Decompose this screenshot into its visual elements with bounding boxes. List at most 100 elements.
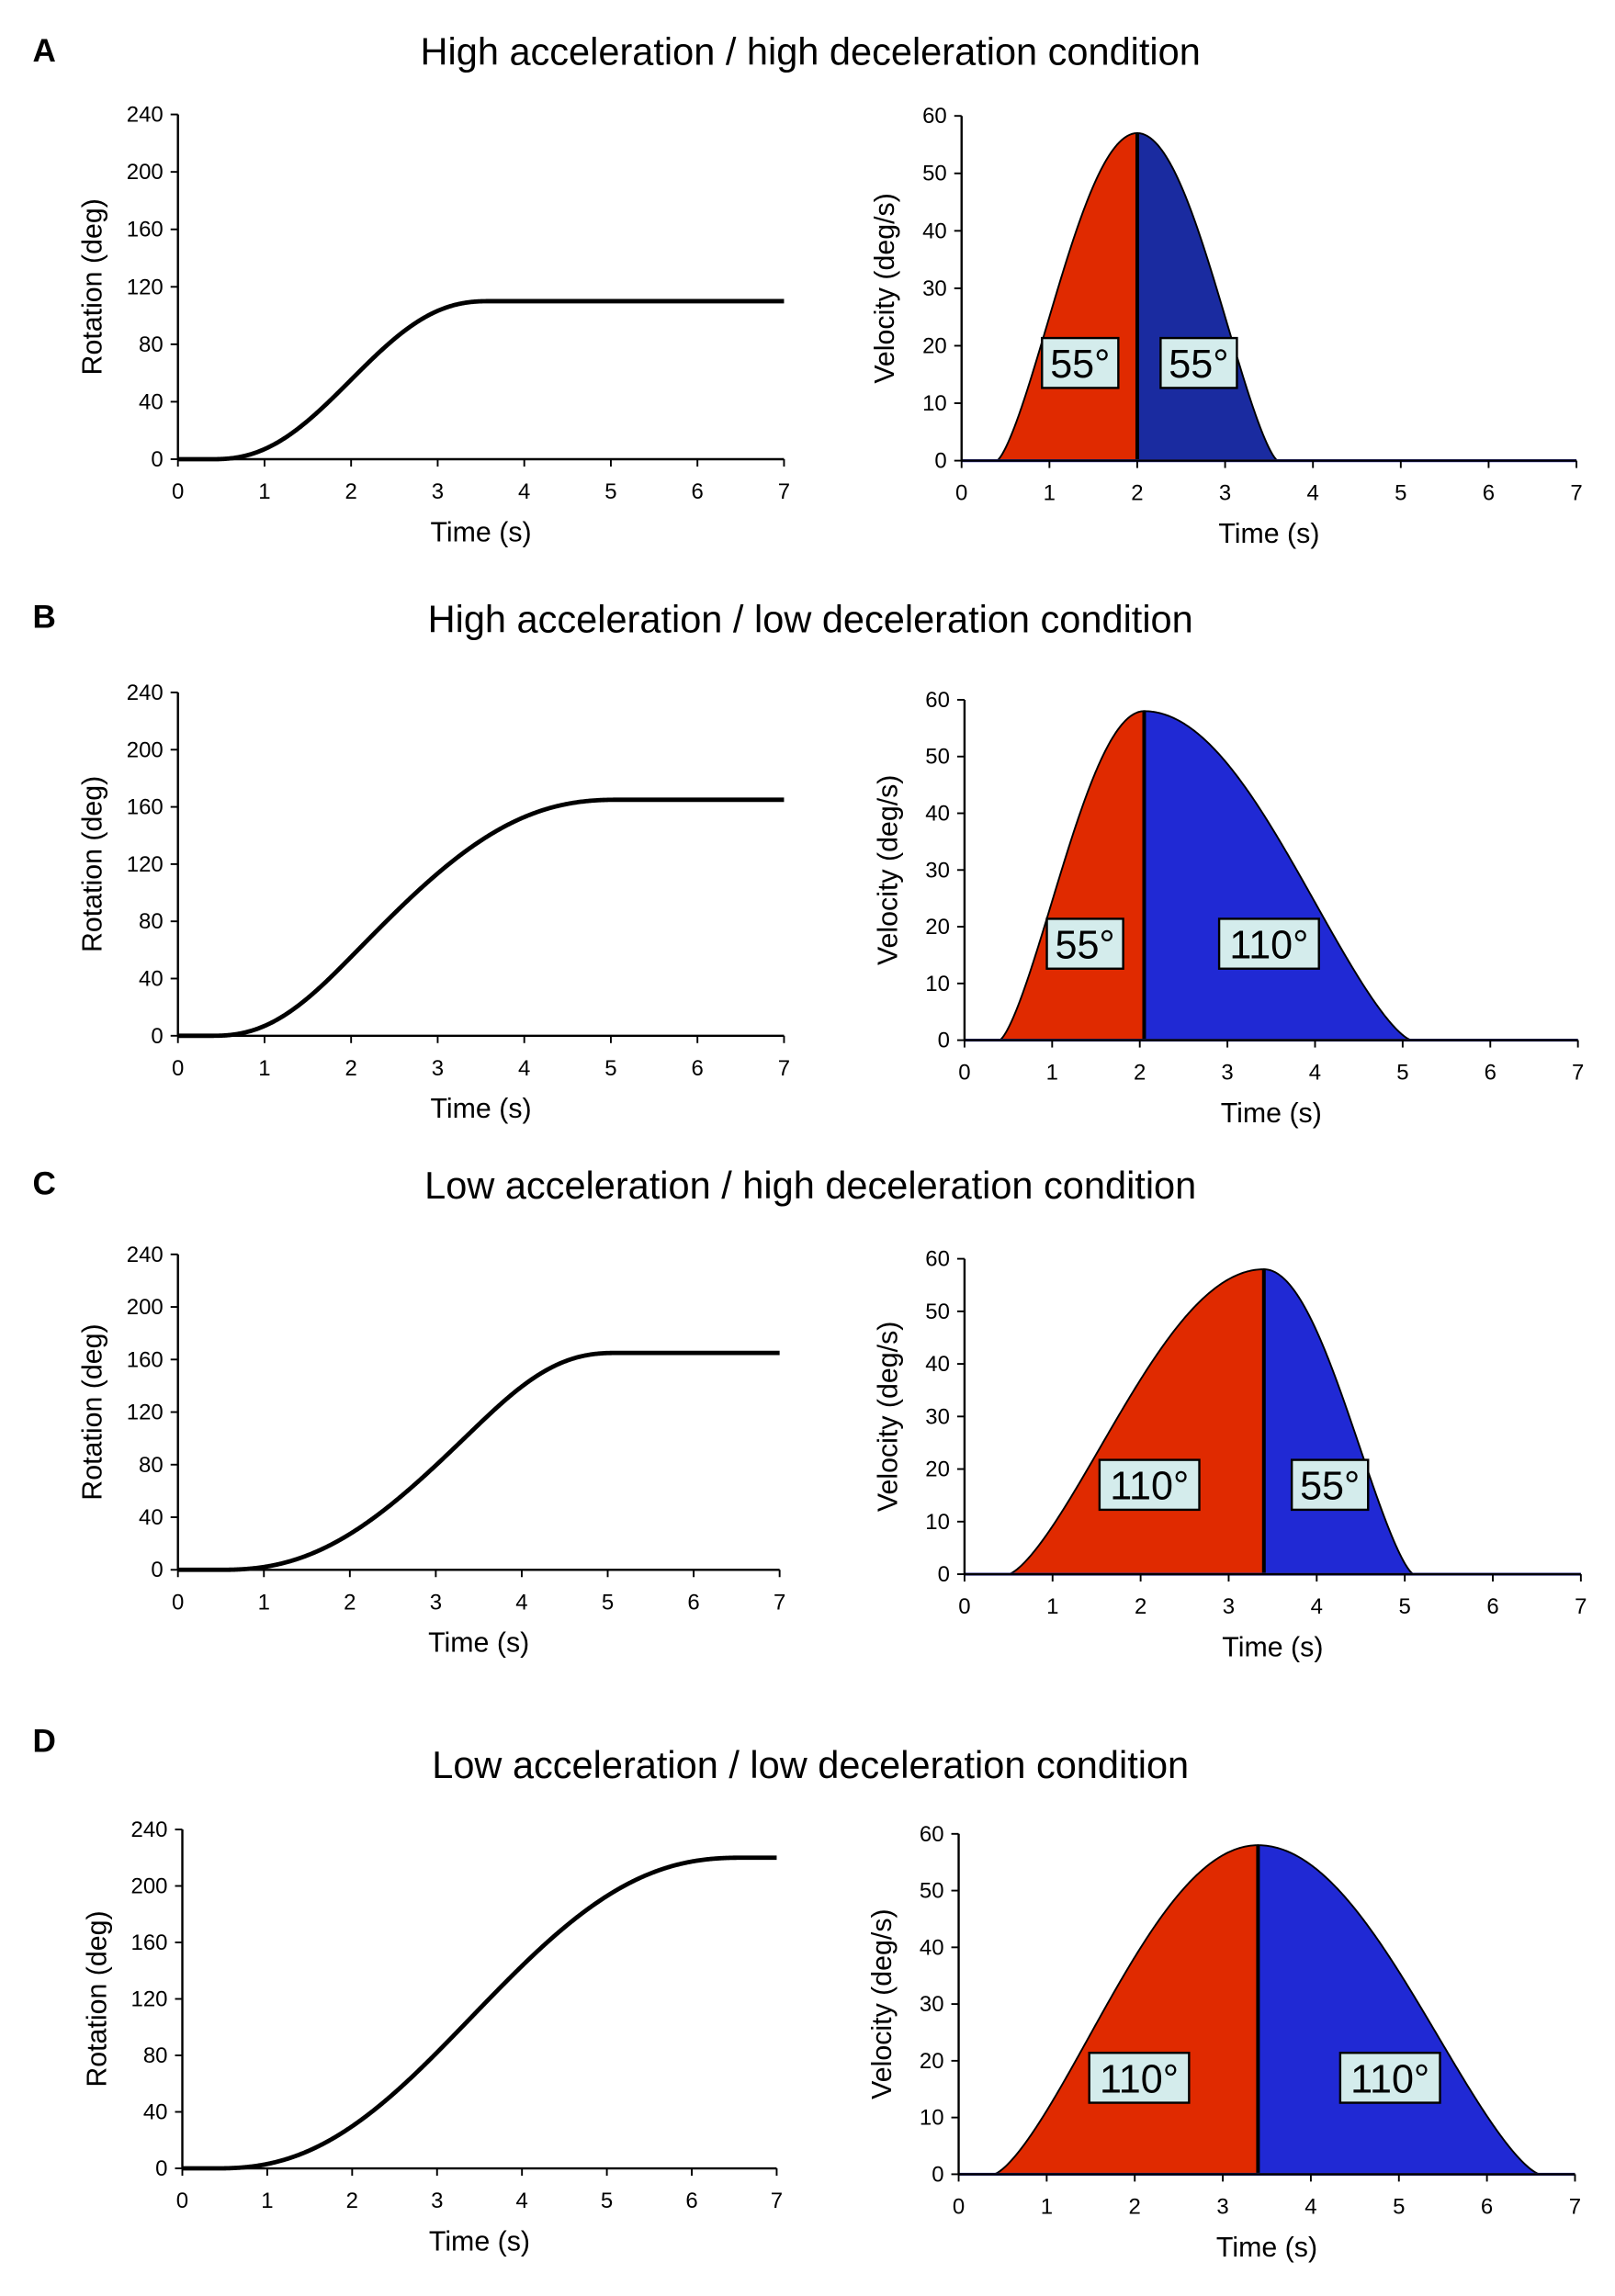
x-tick-label: 7 (1569, 2195, 1581, 2220)
y-tick-label: 0 (155, 2156, 167, 2181)
y-tick-label: 120 (127, 1401, 164, 1425)
x-tick-label: 7 (771, 2189, 783, 2213)
y-tick-label: 0 (938, 1562, 950, 1587)
y-tick-label: 40 (139, 1505, 164, 1530)
x-tick-label: 4 (1304, 2195, 1316, 2220)
x-tick-label: 6 (1483, 481, 1495, 506)
y-tick-label: 0 (938, 1029, 950, 1053)
x-tick-label: 0 (176, 2189, 188, 2213)
y-tick-label: 80 (143, 2043, 168, 2068)
x-tick-label: 4 (1309, 1061, 1321, 1086)
x-tick-label: 4 (1307, 481, 1319, 506)
x-tick-label: 2 (345, 1056, 357, 1081)
x-axis-label: Time (s) (1218, 519, 1319, 549)
x-tick-label: 7 (778, 479, 790, 504)
area-label: 110° (1350, 2057, 1429, 2101)
y-tick-label: 0 (151, 1024, 163, 1049)
y-tick-label: 30 (922, 276, 947, 301)
x-tick-label: 5 (1396, 1061, 1408, 1086)
y-tick-label: 50 (922, 162, 947, 186)
panel-title: Low acceleration / low deceleration cond… (432, 1743, 1189, 1786)
y-tick-label: 80 (139, 909, 164, 934)
x-axis-label: Time (s) (1222, 1633, 1323, 1663)
x-axis-label: Time (s) (428, 1628, 529, 1659)
x-tick-label: 7 (774, 1590, 785, 1615)
x-tick-label: 3 (1223, 1594, 1235, 1619)
x-tick-label: 1 (261, 2189, 273, 2213)
y-tick-label: 80 (139, 332, 164, 357)
x-tick-label: 1 (258, 479, 270, 504)
y-tick-label: 0 (932, 2162, 943, 2187)
panel-c: C Low acceleration / high deceleration co… (33, 1164, 1587, 1662)
x-tick-label: 3 (430, 1590, 442, 1615)
y-tick-label: 240 (127, 103, 164, 128)
rotation-line (177, 298, 785, 462)
x-tick-label: 1 (258, 1056, 270, 1081)
area-label: 55° (1055, 924, 1114, 968)
x-axis-label: Time (s) (429, 2226, 530, 2257)
x-tick-label: 5 (1398, 1594, 1410, 1619)
rotation-chart: 0 1 2 3 4 5 6 7 0 40 80 120 160 200 240 Time (s) Rotatio… (82, 1818, 783, 2257)
x-tick-label: 1 (258, 1590, 270, 1615)
area-label: 55° (1050, 343, 1110, 387)
y-tick-label: 40 (925, 802, 950, 827)
panel-label: B (33, 600, 56, 636)
y-axis-label: Velocity (deg/s) (873, 775, 903, 965)
x-tick-label: 3 (1219, 481, 1231, 506)
deceleration-area (1257, 1844, 1541, 2176)
panel-b: B High acceleration / low deceleration co… (33, 597, 1585, 1129)
y-tick-label: 60 (925, 688, 950, 713)
y-tick-label: 50 (925, 745, 950, 770)
y-tick-label: 40 (922, 219, 947, 243)
x-tick-label: 2 (1135, 1594, 1146, 1619)
rotation-chart: 0 1 2 3 4 5 6 7 0 40 80 120 160 200 240 Time (s) Rotatio… (78, 103, 790, 548)
area-label-box (1088, 2052, 1191, 2104)
y-tick-label: 40 (925, 1352, 950, 1377)
deceleration-area (1143, 710, 1412, 1041)
y-axis-label: Rotation (deg) (82, 1910, 112, 2087)
x-tick-label: 1 (1046, 1594, 1058, 1619)
velocity-chart: 55° 55° 0 1 2 3 4 5 6 7 0 10 20 30 40 50 60 Time (s) Veloc… (870, 104, 1582, 549)
acceleration-area (1008, 1268, 1265, 1576)
y-tick-label: 20 (920, 2049, 944, 2074)
x-tick-label: 1 (1044, 481, 1056, 506)
x-tick-label: 6 (692, 1056, 704, 1081)
panel-label: A (33, 33, 56, 69)
x-tick-label: 6 (692, 479, 704, 504)
y-tick-label: 0 (934, 449, 946, 474)
acceleration-area (993, 1844, 1259, 2176)
x-axis-label: Time (s) (1221, 1098, 1322, 1129)
x-tick-label: 7 (1570, 481, 1582, 506)
y-tick-label: 200 (127, 737, 164, 762)
rotation-line (177, 797, 785, 1039)
x-tick-label: 3 (1216, 2195, 1228, 2220)
y-tick-label: 40 (920, 1935, 944, 1960)
y-tick-label: 30 (920, 1992, 944, 2017)
x-tick-label: 4 (516, 2189, 528, 2213)
y-tick-label: 0 (151, 447, 163, 472)
x-axis-label: Time (s) (431, 517, 532, 547)
x-axis-label: Time (s) (431, 1094, 532, 1124)
rotation-line (182, 1855, 777, 2171)
y-tick-label: 160 (131, 1930, 168, 1955)
rotation-line (177, 1350, 780, 1572)
y-tick-label: 0 (151, 1558, 163, 1582)
y-tick-label: 20 (925, 915, 950, 940)
y-tick-label: 10 (922, 391, 947, 416)
x-tick-label: 4 (515, 1590, 527, 1615)
y-tick-label: 20 (925, 1458, 950, 1482)
y-axis-label: Rotation (deg) (78, 1323, 108, 1500)
x-tick-label: 2 (1131, 481, 1143, 506)
area-label: 110° (1100, 2057, 1179, 2101)
area-label: 55° (1300, 1465, 1360, 1509)
area-label-box (1159, 336, 1238, 389)
x-tick-label: 3 (1221, 1061, 1233, 1086)
x-tick-label: 0 (172, 1056, 184, 1081)
x-tick-label: 3 (432, 479, 444, 504)
y-tick-label: 80 (139, 1453, 164, 1478)
x-tick-label: 6 (1485, 1061, 1496, 1086)
y-axis-label: Velocity (deg/s) (873, 1322, 903, 1512)
x-tick-label: 5 (1395, 481, 1406, 506)
y-tick-label: 50 (920, 1879, 944, 1904)
